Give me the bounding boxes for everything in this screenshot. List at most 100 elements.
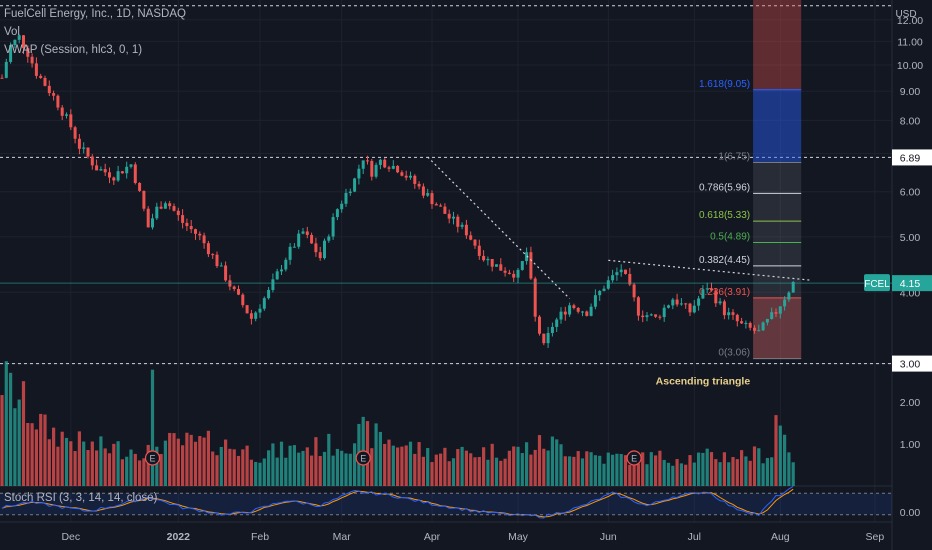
- candle-body: [340, 203, 344, 210]
- volume-bar: [258, 462, 262, 486]
- time-tick-label: 2022: [167, 531, 191, 543]
- volume-bar: [705, 448, 709, 486]
- volume-indicator-label[interactable]: Vol: [4, 26, 20, 38]
- price-tick-label: 12.00: [897, 15, 923, 27]
- candle-body: [400, 172, 404, 176]
- candle-body: [598, 290, 602, 296]
- volume-bar: [520, 453, 524, 486]
- volume-bar: [606, 452, 610, 486]
- candle-body: [705, 288, 709, 290]
- candle-body: [280, 269, 283, 272]
- candle-body: [108, 172, 111, 178]
- candle-body: [740, 321, 744, 324]
- volume-bar: [176, 438, 180, 486]
- volume-bar: [679, 463, 683, 486]
- candle-body: [172, 206, 176, 211]
- fib-level-label: 0.5(4.89): [710, 231, 750, 242]
- volume-bar: [181, 445, 185, 486]
- candle-body: [357, 168, 361, 179]
- candle-body: [460, 224, 464, 227]
- volume-bar: [439, 453, 443, 486]
- volume-bar: [787, 452, 791, 486]
- fib-zone-upper: [753, 0, 802, 90]
- candle-body: [576, 308, 580, 312]
- earnings-marker-label: E: [360, 454, 366, 464]
- candle-body: [546, 332, 550, 344]
- candle-body: [0, 77, 4, 79]
- candle-body: [168, 203, 172, 207]
- candle-body: [82, 147, 86, 149]
- candle-body: [602, 288, 606, 291]
- candle-body: [335, 209, 339, 218]
- volume-bar: [718, 462, 722, 486]
- candle-body: [323, 240, 326, 259]
- candle-body: [684, 303, 688, 305]
- candle-body: [116, 171, 120, 181]
- candle-body: [163, 203, 167, 209]
- candle-body: [413, 175, 417, 184]
- volume-bar: [714, 459, 718, 486]
- candle-body: [636, 297, 640, 316]
- volume-bar: [391, 445, 395, 486]
- candle-body: [301, 231, 305, 234]
- candle-body: [662, 307, 666, 318]
- volume-bar: [649, 452, 653, 486]
- candles: [0, 34, 795, 348]
- candle-body: [520, 261, 524, 270]
- stoch-band: [0, 493, 892, 515]
- candle-body: [443, 206, 447, 214]
- candle-body: [353, 178, 357, 192]
- stoch-rsi-label[interactable]: Stoch RSI (3, 3, 14, 14, close): [4, 492, 158, 504]
- volume-tick-label: 1.00: [900, 439, 921, 451]
- candle-body: [194, 229, 197, 234]
- volume-bar: [611, 454, 615, 486]
- candle-body: [327, 236, 331, 241]
- volume-bar: [215, 455, 219, 486]
- candle-body: [249, 313, 253, 319]
- candle-body: [4, 61, 8, 78]
- time-tick-label: Jun: [600, 531, 617, 543]
- candle-body: [667, 305, 670, 308]
- volume-bar: [99, 436, 103, 486]
- candle-body: [348, 191, 352, 193]
- candle-body: [495, 264, 498, 267]
- symbol-badge: [864, 274, 890, 292]
- candle-body: [447, 213, 451, 219]
- fib-level-label: 0.618(5.33): [699, 210, 750, 221]
- volume-bar: [744, 456, 748, 486]
- candle-body: [482, 255, 486, 261]
- fib-level-label: 0.382(4.45): [699, 255, 750, 266]
- volume-bar: [279, 441, 284, 486]
- candle-body: [654, 314, 658, 317]
- volume-bar: [598, 455, 602, 486]
- volume-bar: [335, 448, 339, 486]
- volume-bar: [421, 456, 425, 486]
- volume-bar: [692, 462, 696, 486]
- candle-body: [559, 311, 563, 320]
- candle-body: [516, 269, 520, 278]
- volume-bar: [684, 464, 688, 486]
- candle-body: [65, 114, 68, 116]
- volume-bar: [628, 464, 632, 486]
- volume-tick-label: 2.00: [900, 397, 921, 409]
- candle-body: [774, 312, 778, 314]
- candle-body: [129, 164, 133, 167]
- volume-bar: [56, 446, 60, 486]
- volume-bar: [709, 452, 714, 486]
- volume-bar: [426, 448, 430, 486]
- vwap-indicator-label[interactable]: VWAP (Session, hlc3, 0, 1): [4, 44, 143, 56]
- price-tick-label: 8.00: [900, 115, 921, 127]
- volume-bar: [292, 445, 296, 486]
- candle-body: [90, 156, 94, 166]
- volume-bar: [120, 459, 124, 486]
- volume-bar: [39, 413, 43, 486]
- symbol-title[interactable]: FuelCell Energy, Inc., 1D, NASDAQ: [4, 8, 186, 20]
- volume-bar: [688, 455, 692, 486]
- candle-body: [297, 233, 301, 247]
- candle-body: [237, 289, 240, 295]
- candle-body: [86, 147, 90, 157]
- volume-bar: [735, 459, 739, 486]
- volume-bar: [374, 423, 378, 486]
- volume-bar: [641, 452, 645, 486]
